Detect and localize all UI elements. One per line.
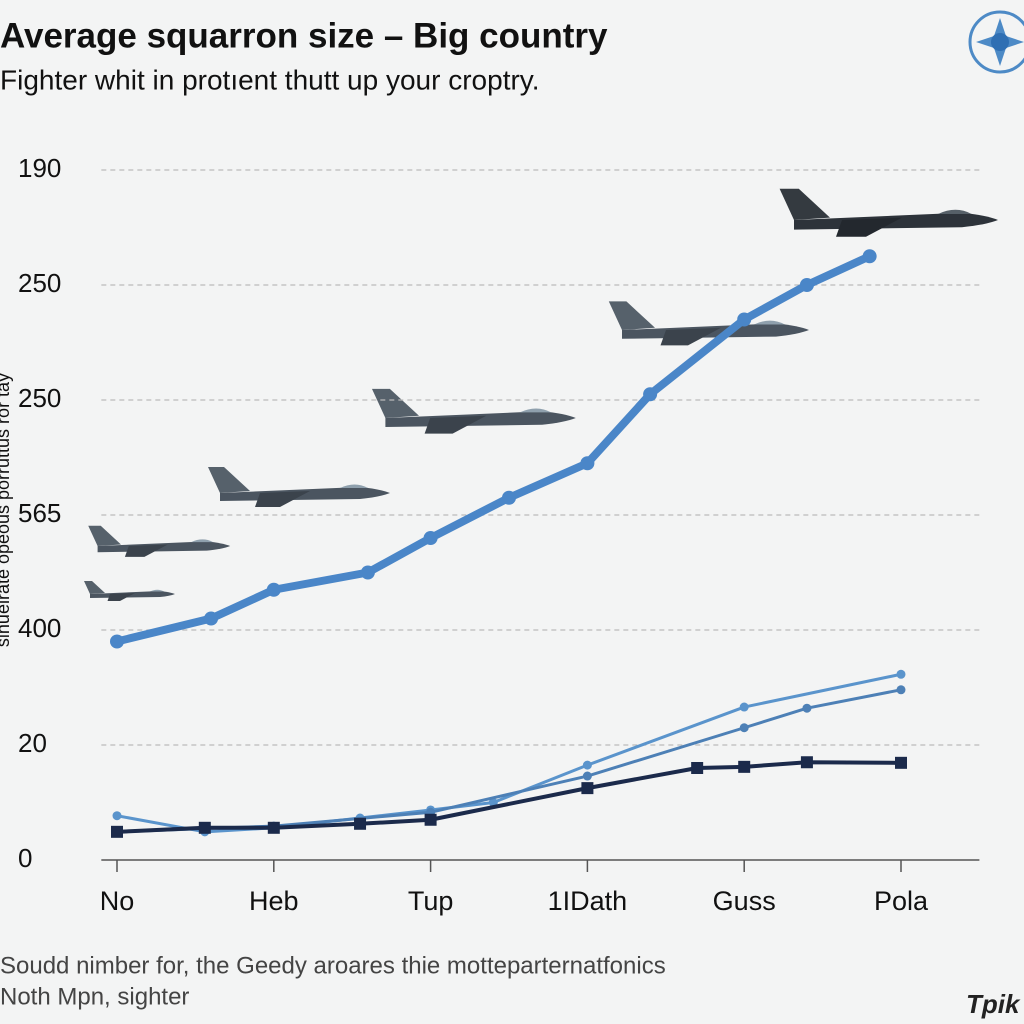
- footer-line: Noth Mpn, sighter: [0, 983, 189, 1010]
- point: [360, 565, 375, 580]
- y-axis-label: sinuelrate opeous porruttus ror tay: [0, 373, 13, 647]
- x-tick-label: Heb: [249, 886, 299, 916]
- series-line: [116, 760, 902, 834]
- point: [739, 702, 749, 712]
- point: [738, 760, 751, 773]
- y-tick-label: 20: [18, 728, 47, 758]
- point: [896, 669, 906, 679]
- point: [423, 531, 438, 545]
- x-tick-label: Pola: [874, 886, 929, 916]
- brand: Tpik: [966, 989, 1021, 1019]
- point: [581, 782, 594, 795]
- point: [800, 756, 813, 769]
- point: [424, 813, 437, 826]
- point: [582, 760, 592, 770]
- chart-title: Average squarron size – Big country: [0, 16, 608, 55]
- point: [862, 249, 877, 264]
- point: [799, 278, 814, 292]
- y-tick-label: 250: [18, 268, 61, 298]
- subtitle: Fighter whit in protıent thutt up your c…: [0, 64, 540, 95]
- point: [580, 456, 595, 471]
- x-tick-label: 1IDath: [548, 886, 628, 916]
- x-tick-label: Guss: [713, 886, 776, 916]
- point: [737, 312, 752, 327]
- point: [110, 634, 124, 649]
- point: [896, 685, 906, 695]
- point: [582, 771, 592, 781]
- series-line: [116, 672, 902, 834]
- series-line: [116, 252, 872, 646]
- y-tick-label: 190: [18, 153, 61, 183]
- y-tick-label: 565: [18, 498, 61, 528]
- y-tick-label: 250: [18, 383, 61, 413]
- point: [111, 825, 123, 838]
- jet-illustrations: [84, 188, 998, 601]
- point: [204, 611, 219, 626]
- x-tick-label: Tup: [408, 886, 454, 916]
- point: [266, 582, 281, 597]
- point: [895, 756, 907, 769]
- footer-line: Soudd nimber for, the Geedy aroares thie…: [0, 952, 666, 979]
- series-line: [116, 688, 902, 834]
- point: [354, 817, 367, 830]
- point: [267, 821, 280, 834]
- point: [739, 723, 749, 733]
- logo: [968, 10, 1024, 74]
- point: [802, 703, 812, 713]
- point: [643, 387, 658, 402]
- point: [691, 762, 704, 774]
- x-tick-label: No: [100, 886, 135, 916]
- y-tick-label: 0: [18, 843, 32, 873]
- point: [502, 490, 516, 505]
- point: [198, 821, 211, 834]
- y-tick-label: 400: [18, 613, 61, 643]
- point: [112, 811, 122, 821]
